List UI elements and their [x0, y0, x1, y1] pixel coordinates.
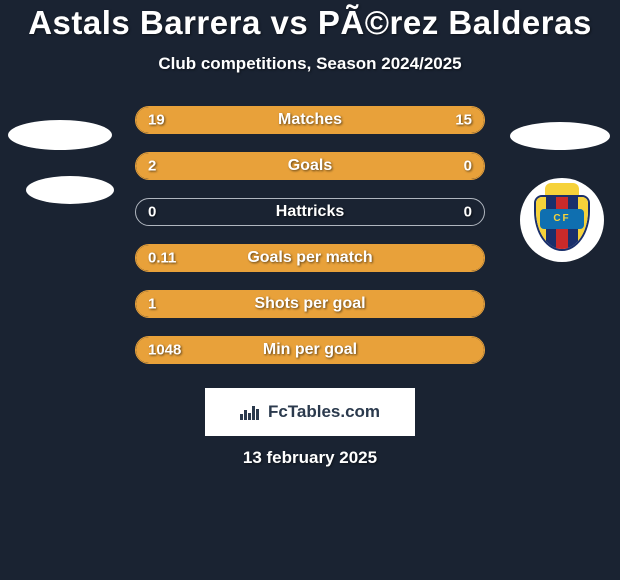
stat-value-left: 0 — [148, 204, 156, 221]
date-label: 13 february 2025 — [0, 448, 620, 468]
watermark: FcTables.com — [205, 388, 415, 436]
watermark-bars-icon — [240, 404, 262, 420]
stat-value-right: 15 — [455, 112, 472, 129]
stat-label: Goals — [288, 157, 332, 175]
stat-label: Matches — [278, 111, 342, 129]
stat-value-left: 2 — [148, 158, 156, 175]
stat-label: Hattricks — [276, 203, 344, 221]
stat-value-left: 1 — [148, 296, 156, 313]
stat-value-left: 19 — [148, 112, 165, 129]
stat-row: 19 Matches 15 — [135, 106, 485, 134]
player-right-avatar — [510, 122, 610, 150]
stat-row: 1 Shots per goal — [135, 290, 485, 318]
stat-row: 0 Hattricks 0 — [135, 198, 485, 226]
stat-label: Min per goal — [263, 341, 357, 359]
crest-band: CF — [540, 209, 584, 229]
stat-bar-right — [407, 153, 484, 179]
stat-label: Shots per goal — [254, 295, 365, 313]
page-title: Astals Barrera vs PÃ©rez Balderas — [0, 4, 620, 42]
stat-value-left: 0.11 — [148, 250, 176, 267]
stat-row: 0.11 Goals per match — [135, 244, 485, 272]
stat-row: 2 Goals 0 — [135, 152, 485, 180]
stats-list: 19 Matches 15 2 Goals 0 0 Hattricks 0 0.11 Goals p… — [135, 106, 485, 364]
stat-bar-left — [136, 153, 407, 179]
watermark-text: FcTables.com — [268, 402, 380, 422]
stat-label: Goals per match — [247, 249, 372, 267]
player-left-avatar — [8, 120, 112, 150]
stat-row: 1048 Min per goal — [135, 336, 485, 364]
page-subtitle: Club competitions, Season 2024/2025 — [0, 54, 620, 74]
stat-value-right: 0 — [464, 158, 472, 175]
stat-value-left: 1048 — [148, 342, 181, 359]
player-right-club-crest: CF — [520, 178, 604, 262]
player-left-club-badge — [26, 176, 114, 204]
stat-value-right: 0 — [464, 204, 472, 221]
